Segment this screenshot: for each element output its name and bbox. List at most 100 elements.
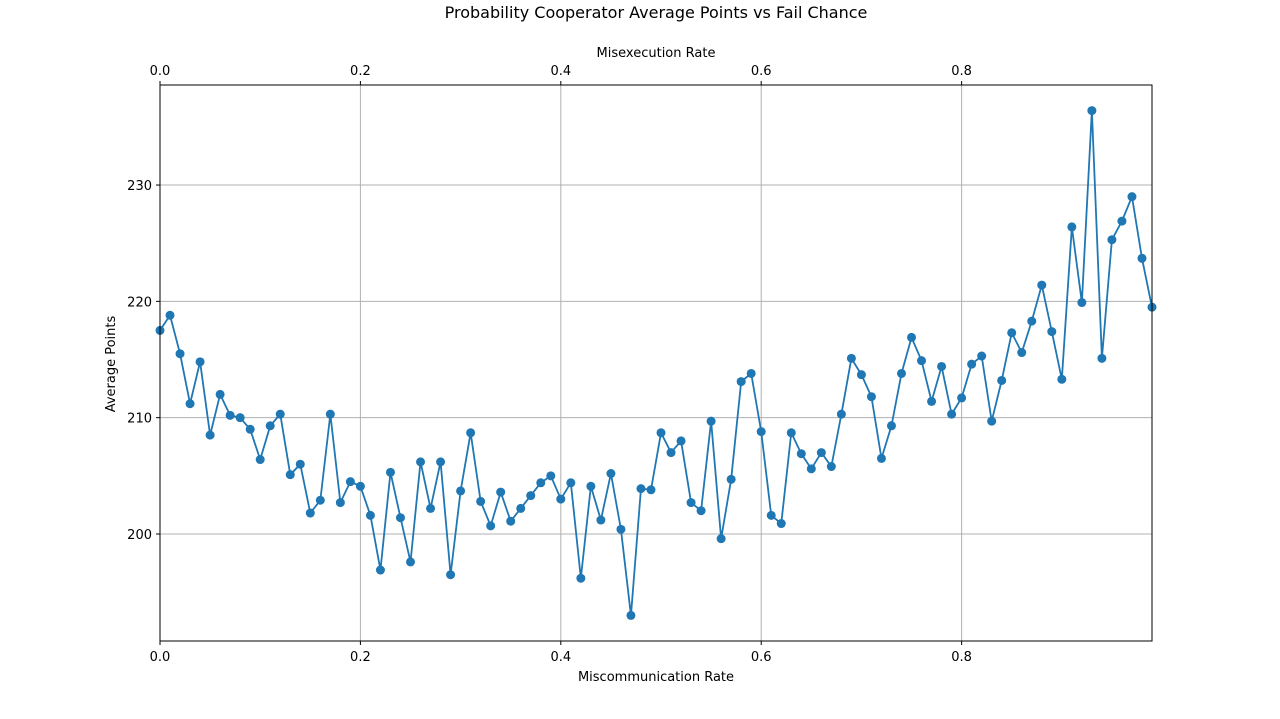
data-point bbox=[345, 477, 355, 487]
data-point bbox=[886, 421, 896, 431]
data-point bbox=[806, 464, 816, 474]
data-point bbox=[536, 478, 546, 488]
data-point bbox=[476, 496, 486, 506]
data-point bbox=[696, 506, 706, 516]
data-point bbox=[1107, 235, 1117, 245]
data-point bbox=[566, 478, 576, 488]
data-point bbox=[716, 534, 726, 544]
data-point bbox=[466, 428, 476, 438]
y-tick-label: 210 bbox=[127, 412, 152, 427]
data-point bbox=[506, 516, 516, 526]
plot-frame bbox=[159, 84, 1153, 642]
data-point bbox=[927, 396, 937, 406]
data-point bbox=[265, 421, 275, 431]
data-point bbox=[626, 610, 636, 620]
y-tick-label: 200 bbox=[127, 528, 152, 543]
data-point bbox=[616, 524, 626, 534]
x-tick-label: 0.8 bbox=[951, 650, 972, 665]
data-point bbox=[786, 428, 796, 438]
data-point bbox=[726, 474, 736, 484]
data-point bbox=[355, 481, 365, 491]
data-point bbox=[666, 448, 676, 458]
data-point bbox=[225, 410, 235, 420]
grid bbox=[159, 85, 1152, 641]
data-point bbox=[586, 481, 596, 491]
data-point bbox=[947, 409, 957, 419]
data-point bbox=[426, 503, 436, 513]
data-point bbox=[315, 495, 325, 505]
data-point bbox=[1137, 253, 1147, 263]
top-axis-label: Misexecution Rate bbox=[597, 46, 716, 61]
data-point bbox=[526, 491, 536, 501]
data-point bbox=[826, 462, 836, 472]
data-point bbox=[876, 453, 886, 463]
data-point bbox=[1087, 106, 1097, 116]
top-tick-label: 0.4 bbox=[550, 64, 571, 79]
data-point bbox=[285, 470, 295, 480]
data-point bbox=[987, 416, 997, 426]
data-point bbox=[776, 519, 786, 529]
data-point bbox=[907, 332, 917, 342]
data-point bbox=[1037, 280, 1047, 290]
x-tick-label: 0.6 bbox=[751, 650, 772, 665]
data-point bbox=[325, 409, 335, 419]
chart-title: Probability Cooperator Average Points vs… bbox=[445, 3, 868, 22]
data-point bbox=[496, 487, 506, 497]
data-point bbox=[255, 455, 265, 465]
data-point bbox=[446, 570, 456, 580]
top-tick-label: 0.2 bbox=[350, 64, 371, 79]
data-point bbox=[195, 357, 205, 367]
data-point bbox=[856, 370, 866, 380]
data-point bbox=[175, 349, 185, 359]
top-tick-label: 0.0 bbox=[150, 64, 171, 79]
data-point bbox=[205, 430, 215, 440]
data-point bbox=[606, 469, 616, 479]
data-point bbox=[215, 389, 225, 399]
data-point bbox=[816, 448, 826, 458]
data-point bbox=[866, 392, 876, 402]
data-point bbox=[967, 359, 977, 369]
data-point bbox=[736, 377, 746, 387]
ticks: 0.0 0.2 0.4 0.6 0.8 0.0 0.2 0.4 0.6 0.8 200 210 220 2… bbox=[127, 64, 972, 665]
data-point bbox=[335, 498, 345, 508]
data-point bbox=[546, 471, 556, 481]
data-point bbox=[656, 428, 666, 438]
data-point bbox=[185, 399, 195, 409]
data-point bbox=[977, 351, 987, 361]
data-point bbox=[766, 510, 776, 520]
data-point bbox=[1007, 328, 1017, 338]
data-point bbox=[235, 413, 245, 423]
x-tick-label: 0.2 bbox=[350, 650, 371, 665]
data-point bbox=[796, 449, 806, 459]
top-tick-label: 0.6 bbox=[751, 64, 772, 79]
data-point bbox=[646, 485, 656, 495]
x-axis-label: Miscommunication Rate bbox=[578, 670, 734, 685]
data-point bbox=[917, 356, 927, 366]
data-point bbox=[896, 368, 906, 378]
data-point bbox=[486, 521, 496, 531]
data-point bbox=[1097, 353, 1107, 363]
data-point bbox=[636, 484, 646, 494]
data-point bbox=[1127, 192, 1137, 202]
data-point bbox=[957, 393, 967, 403]
data-point bbox=[1057, 374, 1067, 384]
data-point bbox=[295, 459, 305, 469]
data-point bbox=[305, 508, 315, 518]
data-point bbox=[686, 498, 696, 508]
data-point bbox=[436, 457, 446, 467]
data-point bbox=[516, 503, 526, 513]
data-point bbox=[365, 510, 375, 520]
series-line bbox=[159, 110, 1153, 616]
data-point bbox=[1077, 298, 1087, 308]
data-point bbox=[676, 436, 686, 446]
data-point bbox=[395, 513, 405, 523]
data-point bbox=[406, 557, 416, 567]
data-point bbox=[756, 427, 766, 437]
x-tick-label: 0.4 bbox=[550, 650, 571, 665]
data-point bbox=[165, 310, 175, 320]
data-point bbox=[576, 573, 586, 583]
data-point bbox=[275, 409, 285, 419]
data-point bbox=[846, 353, 856, 363]
data-point bbox=[1117, 216, 1127, 226]
